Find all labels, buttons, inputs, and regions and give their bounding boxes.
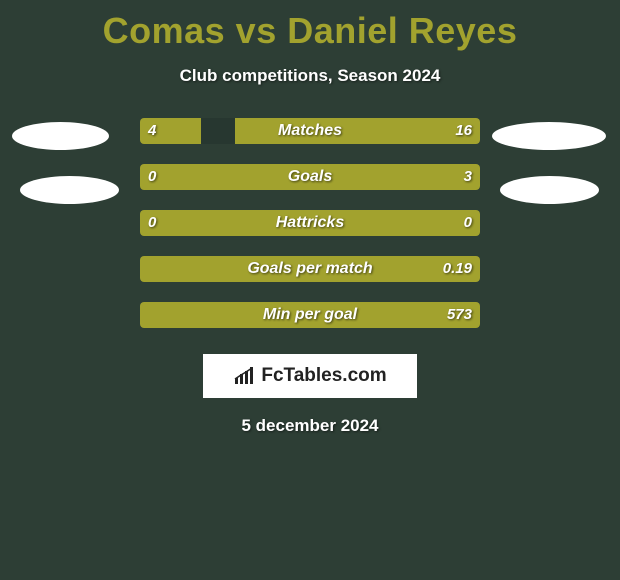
date: 5 december 2024 xyxy=(0,416,620,436)
stat-row: 4Matches16 xyxy=(0,118,620,164)
page-title: Comas vs Daniel Reyes xyxy=(0,0,620,52)
stat-row: 0Hattricks0 xyxy=(0,210,620,256)
stat-right-value: 3 xyxy=(464,164,472,190)
stat-label: Goals xyxy=(140,164,480,190)
subtitle: Club competitions, Season 2024 xyxy=(0,66,620,86)
stat-label: Goals per match xyxy=(140,256,480,282)
brand-box: FcTables.com xyxy=(203,354,417,398)
stat-right-value: 16 xyxy=(455,118,472,144)
stat-row: 0Goals3 xyxy=(0,164,620,210)
brand-chart-icon xyxy=(233,366,257,386)
brand-text: FcTables.com xyxy=(261,365,386,387)
stat-right-value: 0 xyxy=(464,210,472,236)
stat-right-value: 0.19 xyxy=(443,256,472,282)
comparison-chart: 4Matches160Goals30Hattricks0Goals per ma… xyxy=(0,118,620,436)
stat-label: Min per goal xyxy=(140,302,480,328)
stat-label: Matches xyxy=(140,118,480,144)
stat-row: Min per goal573 xyxy=(0,302,620,348)
stat-label: Hattricks xyxy=(140,210,480,236)
stat-right-value: 573 xyxy=(447,302,472,328)
stat-row: Goals per match0.19 xyxy=(0,256,620,302)
